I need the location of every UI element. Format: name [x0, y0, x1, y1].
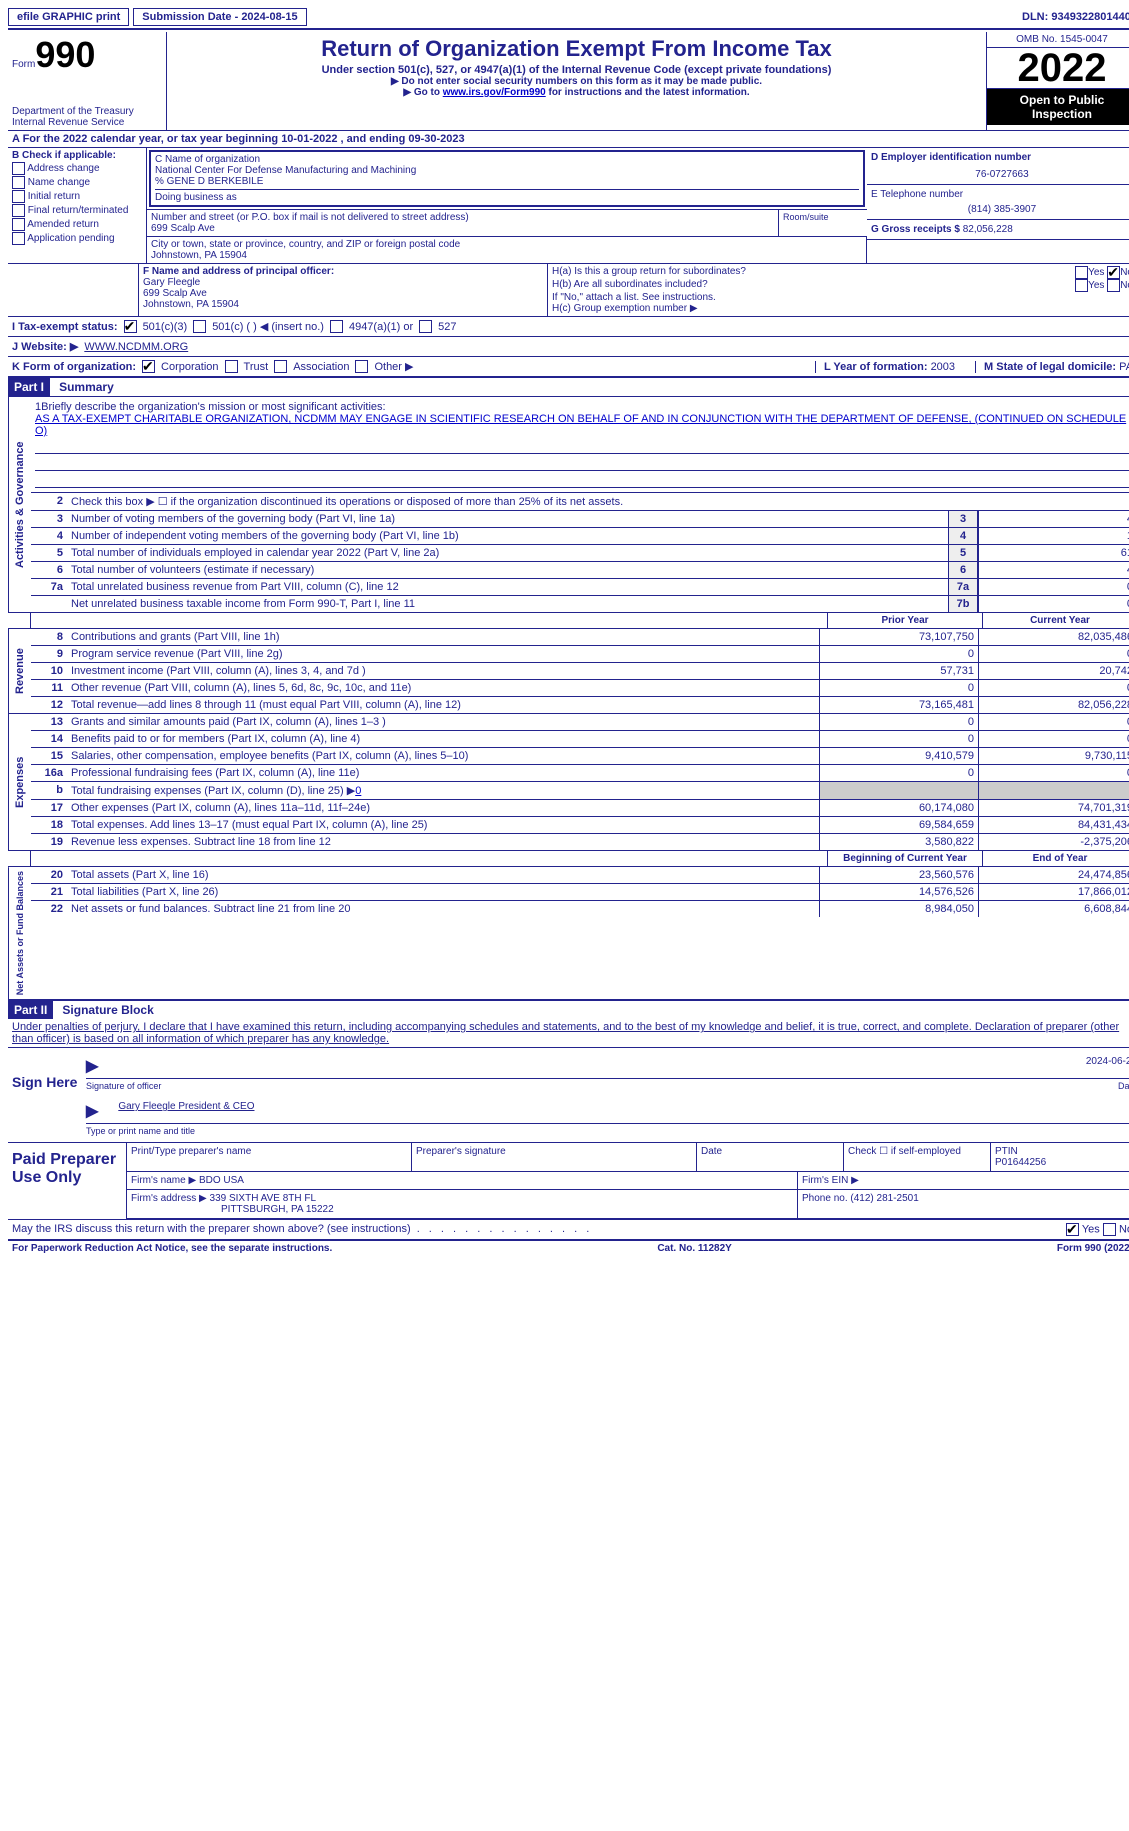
mission-label: Briefly describe the organization's miss…: [41, 401, 385, 413]
row-a-tax-year: A For the 2022 calendar year, or tax yea…: [8, 130, 1129, 147]
irs-link[interactable]: www.irs.gov/Form990: [443, 87, 546, 98]
row-k-form-org: K Form of organization: Corporation Trus…: [8, 356, 1129, 376]
submission-date: Submission Date - 2024-08-15: [133, 8, 306, 26]
room-label: Room/suite: [779, 210, 867, 236]
phone: (814) 385-3907: [871, 204, 1129, 215]
row-fgh: F Name and address of principal officer:…: [8, 263, 1129, 316]
ein: 76-0727663: [871, 169, 1129, 180]
header: Form990 Department of the Treasury Inter…: [8, 32, 1129, 130]
org-name-label: C Name of organization: [155, 154, 859, 165]
col-c-org-info: C Name of organization National Center F…: [147, 148, 867, 263]
activities-governance: Activities & Governance 1Briefly describ…: [8, 396, 1129, 612]
top-bar: efile GRAPHIC print Submission Date - 20…: [8, 8, 1129, 26]
note-ssn: ▶ Do not enter social security numbers o…: [173, 76, 980, 87]
website-url[interactable]: WWW.NCDMM.ORG: [84, 341, 188, 353]
expenses-section: Expenses 13Grants and similar amounts pa…: [8, 713, 1129, 850]
org-name: National Center For Defense Manufacturin…: [155, 165, 859, 176]
col-f-officer: F Name and address of principal officer:…: [139, 264, 548, 316]
subtitle: Under section 501(c), 527, or 4947(a)(1)…: [173, 64, 980, 76]
tax-year: 2022: [987, 48, 1129, 89]
note-link: ▶ Go to www.irs.gov/Form990 for instruct…: [173, 87, 980, 98]
dln: DLN: 93493228014404: [1022, 11, 1129, 23]
form-title: Return of Organization Exempt From Incom…: [173, 36, 980, 62]
irs: Internal Revenue Service: [12, 117, 162, 128]
city-label: City or town, state or province, country…: [151, 239, 862, 250]
footer: For Paperwork Reduction Act Notice, see …: [8, 1239, 1129, 1256]
dept-treasury: Department of the Treasury: [12, 106, 162, 117]
sign-here-section: Sign Here ▶ 2024-06-27 Signature of offi…: [8, 1047, 1129, 1142]
col-b-checkboxes: B Check if applicable: Address change Na…: [8, 148, 147, 263]
officer-name: Gary Fleegle President & CEO: [118, 1101, 254, 1121]
year-headers: Prior Year Current Year: [8, 612, 1129, 628]
part-ii-header: Part II Signature Block: [8, 999, 1129, 1019]
row-i-tax-status: I Tax-exempt status: 501(c)(3) 501(c) ( …: [8, 316, 1129, 336]
net-assets-section: Net Assets or Fund Balances 20Total asse…: [8, 866, 1129, 999]
city: Johnstown, PA 15904: [151, 250, 862, 261]
discuss-row: May the IRS discuss this return with the…: [8, 1219, 1129, 1239]
col-de: D Employer identification number 76-0727…: [867, 148, 1129, 263]
perjury-statement: Under penalties of perjury, I declare th…: [8, 1019, 1129, 1047]
preparer-section: Paid Preparer Use Only Print/Type prepar…: [8, 1142, 1129, 1219]
sign-date: 2024-06-27: [1086, 1056, 1129, 1076]
gross-receipts: G Gross receipts $ 82,056,228: [867, 220, 1129, 240]
dba-label: Doing business as: [155, 189, 859, 203]
phone-label: E Telephone number: [871, 189, 1129, 200]
care-of: % GENE D BERKEBILE: [155, 176, 859, 187]
form-number: Form990: [12, 34, 162, 76]
part-i-header: Part I Summary: [8, 376, 1129, 396]
public-inspection: Open to Public Inspection: [987, 89, 1129, 125]
revenue-section: Revenue 8Contributions and grants (Part …: [8, 628, 1129, 713]
ein-label: D Employer identification number: [871, 152, 1129, 163]
balance-headers: Beginning of Current Year End of Year: [8, 850, 1129, 866]
mission-text: AS A TAX-EXEMPT CHARITABLE ORGANIZATION,…: [35, 413, 1129, 437]
efile-button[interactable]: efile GRAPHIC print: [8, 8, 129, 26]
street-label: Number and street (or P.O. box if mail i…: [151, 212, 774, 223]
section-bcd: B Check if applicable: Address change Na…: [8, 147, 1129, 263]
col-h-group: H(a) Is this a group return for subordin…: [548, 264, 1129, 316]
row-j-website: J Website: ▶ WWW.NCDMM.ORG: [8, 336, 1129, 356]
street: 699 Scalp Ave: [151, 223, 774, 234]
